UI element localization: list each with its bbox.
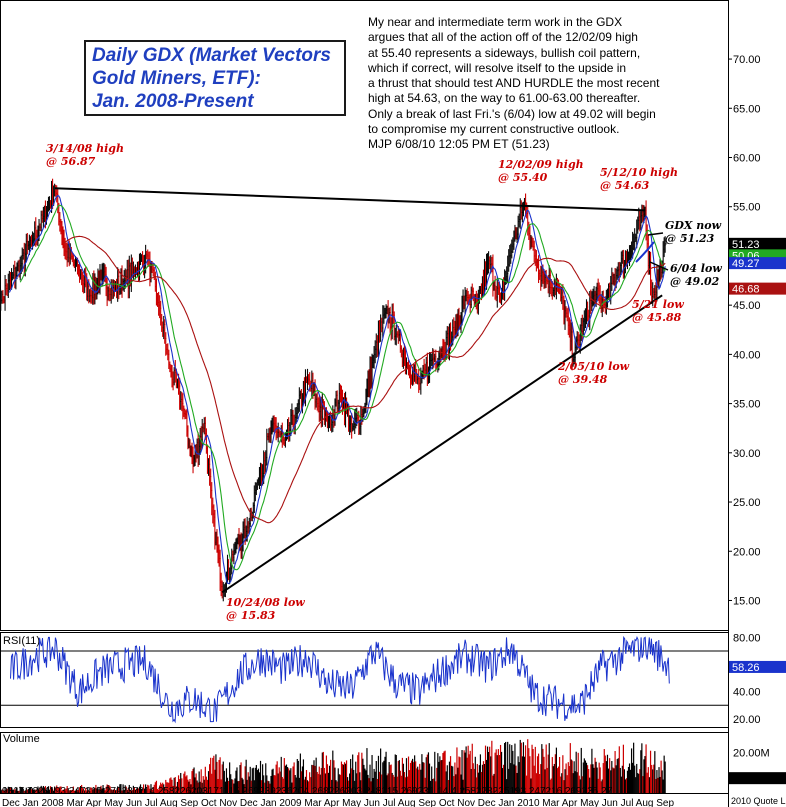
- rsi-panel-frame: [0, 632, 729, 728]
- price-y-tick-label: 55.00: [733, 202, 761, 214]
- rsi-current-flag: [729, 660, 786, 673]
- price-annotation: 2/05/10 low: [557, 360, 630, 373]
- price-annotation: 3/14/08 high: [46, 142, 124, 155]
- rsi-y-tick-label: 40.00: [733, 687, 761, 699]
- price-annotation: 12/02/09 high: [498, 158, 584, 171]
- price-panel-frame: [0, 0, 729, 631]
- title-line: Daily GDX (Market Vectors: [92, 45, 331, 66]
- analyst-commentary: My near and intermediate term work in th…: [368, 15, 713, 153]
- title-line: Jan. 2008-Present: [92, 91, 254, 112]
- price-y-tick-label: 60.00: [733, 153, 761, 165]
- rsi-y-tick-label: 80.00: [733, 632, 761, 644]
- price-annotation: @ 15.83: [226, 609, 276, 622]
- price-y-tick-label: 35.00: [733, 399, 761, 411]
- projection-arrow: [635, 241, 655, 263]
- commentary-line: argues that all of the action off of the…: [368, 30, 638, 45]
- price-annotation: 10/24/08 low: [226, 596, 305, 609]
- price-y-tick-label: 40.00: [733, 349, 761, 361]
- price-y-tick-label: 65.00: [733, 103, 761, 115]
- x-axis-day-labels: 9317 7224193 247215 279237214 2582262031…: [2, 786, 613, 797]
- price-flag: [729, 237, 786, 250]
- price-annotation: @ 49.02: [670, 275, 720, 288]
- commentary-line: at 55.40 represents a sideways, bullish …: [368, 45, 641, 60]
- x-axis-month-labels: Dec Jan 2008 Mar Apr May Jun Jul Aug Sep…: [2, 798, 674, 807]
- trendline: [54, 187, 645, 212]
- volume-current-flag: [729, 772, 786, 785]
- price-annotation: GDX now: [665, 219, 722, 232]
- trendline: [221, 294, 663, 594]
- volume-y-tick-label: 20.00M: [733, 747, 770, 759]
- rsi-line: [10, 635, 670, 724]
- price-flag-label: 49.27: [732, 258, 760, 270]
- price-annotation: @ 51.23: [665, 232, 715, 245]
- gdx-now-pointer: [647, 232, 664, 236]
- chart-title-box: Daily GDX (Market Vectors Gold Miners, E…: [84, 40, 346, 116]
- price-y-tick-label: 25.00: [733, 497, 761, 509]
- price-annotation: @ 45.88: [632, 311, 682, 324]
- price-flag: [729, 282, 786, 295]
- price-annotation: @ 55.40: [498, 171, 548, 184]
- commentary-line: My near and intermediate term work in th…: [368, 15, 623, 29]
- rsi-current-label: 58.26: [732, 662, 760, 674]
- title-line: Gold Miners, ETF):: [92, 68, 261, 89]
- price-annotation: 5/21 low: [632, 298, 684, 311]
- rsi-label: RSI(11): [3, 635, 40, 647]
- medium-moving-average: [19, 204, 666, 571]
- price-y-tick-label: 45.00: [733, 300, 761, 312]
- price-flag: [729, 249, 786, 262]
- commentary-line: which if correct, will resolve itself to…: [368, 60, 627, 75]
- price-annotation: 5/12/10 high: [600, 166, 678, 179]
- rsi-y-tick-label: 20.00: [733, 714, 761, 726]
- price-flag-label: 46.68: [732, 284, 760, 296]
- price-annotation: @ 56.87: [46, 155, 96, 168]
- commentary-line: high at 54.63, on the way to 61.00-63.00…: [368, 91, 641, 106]
- price-y-tick-label: 20.00: [733, 546, 761, 558]
- volume-label: Volume: [3, 733, 40, 745]
- low-0604-pointer: [649, 261, 669, 271]
- price-annotation: @ 54.63: [600, 179, 650, 192]
- commentary-line: MJP 6/08/10 12:05 PM ET (51.23): [368, 137, 550, 152]
- price-y-tick-label: 15.00: [733, 595, 761, 607]
- commentary-line: a thrust that should test AND HURDLE the…: [368, 76, 660, 91]
- price-annotation: 6/04 low: [670, 262, 722, 275]
- price-flag-label: 51.23: [732, 239, 760, 251]
- price-annotation: @ 39.48: [558, 373, 608, 386]
- price-flag: [729, 257, 786, 270]
- commentary-line: Only a break of last Fri.'s (6/04) low a…: [368, 106, 656, 121]
- price-y-tick-label: 70.00: [733, 54, 761, 66]
- price-y-tick-label: 30.00: [733, 448, 761, 460]
- copyright-label: 2010 Quote LLC: [731, 796, 786, 806]
- short-moving-average: [8, 194, 666, 585]
- commentary-line: to compromise my current constructive ou…: [368, 122, 620, 137]
- long-moving-average: [63, 235, 666, 524]
